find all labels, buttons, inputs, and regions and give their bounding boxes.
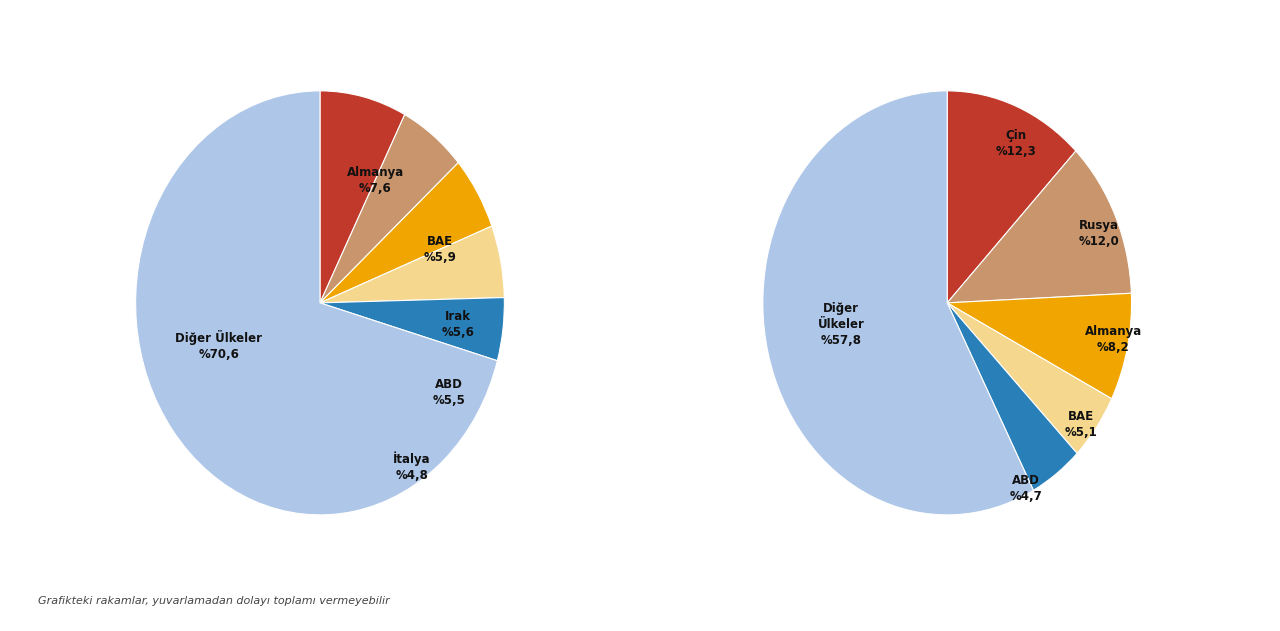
Text: BAE
%5,1: BAE %5,1 bbox=[1065, 410, 1097, 439]
Wedge shape bbox=[320, 298, 504, 361]
Text: Diğer Ülkeler
%70,6: Diğer Ülkeler %70,6 bbox=[175, 330, 262, 361]
Text: ABD
%5,5: ABD %5,5 bbox=[433, 379, 466, 408]
Text: BAE
%5,9: BAE %5,9 bbox=[424, 235, 456, 264]
Wedge shape bbox=[320, 226, 504, 303]
Text: Almanya
%8,2: Almanya %8,2 bbox=[1084, 326, 1142, 355]
Text: Grafikteki rakamlar, yuvarlamadan dolayı toplamı vermeyebilir: Grafikteki rakamlar, yuvarlamadan dolayı… bbox=[38, 596, 390, 606]
Text: ABD
%4,7: ABD %4,7 bbox=[1009, 474, 1042, 503]
Text: Rusya
%12,0: Rusya %12,0 bbox=[1079, 220, 1120, 249]
Wedge shape bbox=[947, 303, 1076, 490]
Text: Diğer
Ülkeler
%57,8: Diğer Ülkeler %57,8 bbox=[818, 302, 864, 346]
Wedge shape bbox=[947, 303, 1111, 454]
Wedge shape bbox=[763, 91, 1033, 515]
Text: Çin
%12,3: Çin %12,3 bbox=[996, 129, 1037, 158]
Wedge shape bbox=[947, 91, 1075, 303]
Text: Irak
%5,6: Irak %5,6 bbox=[442, 310, 475, 339]
Text: Almanya
%7,6: Almanya %7,6 bbox=[347, 167, 404, 196]
Wedge shape bbox=[136, 91, 498, 515]
Wedge shape bbox=[320, 163, 492, 303]
Wedge shape bbox=[320, 115, 458, 303]
Wedge shape bbox=[947, 293, 1132, 399]
Text: İtalya
%4,8: İtalya %4,8 bbox=[393, 452, 431, 483]
Wedge shape bbox=[947, 151, 1132, 303]
Wedge shape bbox=[320, 91, 404, 303]
